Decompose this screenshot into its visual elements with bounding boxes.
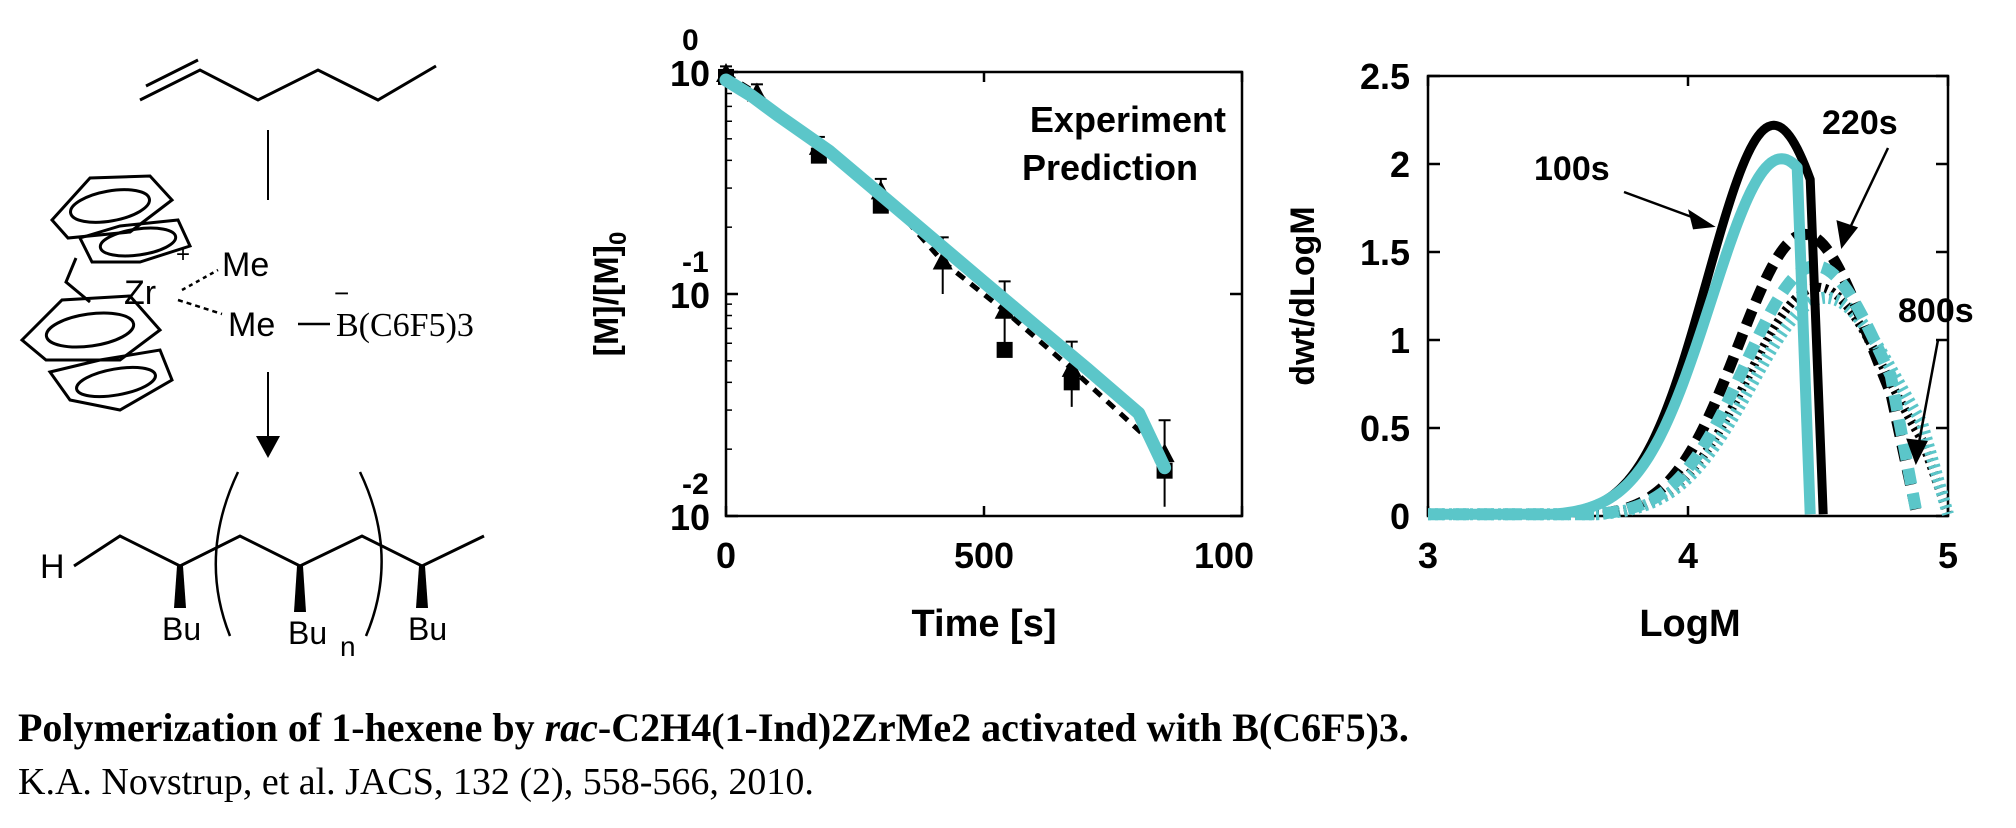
reaction-arrow-head bbox=[256, 436, 280, 458]
chart1-y-tick-exponent: -2 bbox=[682, 468, 709, 501]
arrow-220s bbox=[1846, 147, 1890, 233]
chart2-y-tick-label: 1.5 bbox=[1360, 232, 1410, 273]
reaction-scheme: Zr + Me Me − B(C6F5)3 H Bu Bu Bu n bbox=[19, 58, 485, 662]
chart2-x-ticks: 3 4 5 bbox=[1418, 76, 1958, 576]
chart1-triangle-point bbox=[1061, 357, 1082, 377]
chart1-square-point bbox=[1063, 374, 1080, 391]
caption-title: Polymerization of 1-hexene by rac-C2H4(1… bbox=[18, 704, 1409, 751]
chart-mwd: 3 4 5 0 0.5 1 1.5 2 2.5 100s 220s 800s LogM dwt… bbox=[1284, 56, 1974, 645]
n-subscript: n bbox=[340, 631, 356, 662]
chart1-x-tick-label: 100 bbox=[1194, 535, 1254, 576]
chart1-prediction-line bbox=[719, 73, 1172, 475]
zr-label: Zr bbox=[124, 274, 156, 312]
chart1-y-tick-exponent: -1 bbox=[682, 246, 709, 279]
hexene-chain bbox=[139, 64, 437, 102]
bracket-right bbox=[358, 471, 383, 637]
caption-title-post: -C2H4(1-Ind)2ZrMe2 activated with B(C6F5… bbox=[597, 705, 1409, 750]
arrow-800s-head bbox=[1906, 438, 1928, 466]
chart1-legend-experiment: Experiment bbox=[1030, 99, 1226, 140]
me-bottom-label: Me bbox=[228, 306, 275, 344]
zr-charge: + bbox=[176, 241, 190, 268]
chart1-prediction-series bbox=[719, 73, 1172, 475]
chart1-y-tick-label: 10 bbox=[670, 497, 710, 538]
chart2-y-ticks: 0 0.5 1 1.5 2 2.5 bbox=[1360, 56, 1948, 537]
indenyl-bottom bbox=[19, 294, 174, 412]
chart1-y-tick-label: 10 bbox=[670, 53, 710, 94]
hexene-double-bond bbox=[145, 58, 199, 88]
ethylene-bridge bbox=[64, 257, 91, 304]
chart2-series bbox=[1424, 120, 1954, 521]
chart1-y-tick-exponent: 0 bbox=[682, 24, 699, 57]
chart2-experiment-solid-curve bbox=[1426, 120, 1828, 519]
chart2-x-tick-label: 4 bbox=[1678, 535, 1698, 576]
chart1-square-point bbox=[996, 341, 1013, 358]
caption-reference: K.A. Novstrup, et al. JACS, 132 (2), 558… bbox=[18, 761, 814, 803]
annotation-100s: 100s bbox=[1534, 150, 1610, 188]
annotation-220s: 220s bbox=[1822, 104, 1898, 142]
wedge-bond-1 bbox=[174, 566, 186, 608]
chart2-experiment-dashed-curve bbox=[1425, 228, 1923, 520]
arrow-800s bbox=[1916, 339, 1940, 449]
borane-label: B(C6F5)3 bbox=[336, 307, 474, 344]
wedge-bond-3 bbox=[416, 566, 428, 608]
bracket-left bbox=[214, 471, 240, 637]
borane-charge: − bbox=[334, 278, 349, 308]
bu-label-1: Bu bbox=[162, 611, 201, 647]
arrow-220s-head bbox=[1836, 220, 1859, 250]
chart2-x-label: LogM bbox=[1639, 603, 1740, 645]
caption-title-rac: rac bbox=[544, 705, 598, 750]
polymer-chain bbox=[73, 534, 485, 568]
chart1-x-ticks: 0 500 100 bbox=[716, 72, 1254, 576]
chart1-y-label: [M]/[M]0 bbox=[588, 232, 632, 357]
chart2-x-tick-label: 5 bbox=[1938, 535, 1958, 576]
chart2-prediction-solid-curve bbox=[1425, 153, 1816, 520]
h-label: H bbox=[40, 548, 65, 586]
zr-me-bond-bottom bbox=[177, 298, 223, 316]
chart2-y-tick-label: 1 bbox=[1390, 320, 1410, 361]
annotation-800s: 800s bbox=[1898, 292, 1974, 330]
chart2-y-label: dwt/dLogM bbox=[1284, 206, 1322, 385]
chart2-y-tick-label: 0 bbox=[1390, 496, 1410, 537]
wedge-bond-2 bbox=[294, 566, 306, 612]
me-top-label: Me bbox=[222, 246, 269, 284]
arrow-100s-head bbox=[1688, 209, 1716, 230]
chart2-y-tick-label: 2.5 bbox=[1360, 56, 1410, 97]
chart2-x-tick-label: 3 bbox=[1418, 535, 1438, 576]
indenyl-top bbox=[49, 174, 193, 264]
chart2-y-tick-label: 0.5 bbox=[1360, 408, 1410, 449]
chart1-y-tick-label: 10 bbox=[670, 275, 710, 316]
bu-label-3: Bu bbox=[408, 611, 447, 647]
chart1-triangle-point bbox=[932, 250, 953, 270]
zr-me-bond-top bbox=[181, 268, 219, 292]
bu-label-2: Bu bbox=[288, 615, 327, 651]
arrow-100s bbox=[1623, 190, 1701, 222]
caption-title-pre: Polymerization of 1-hexene by bbox=[18, 705, 545, 750]
chart1-legend-prediction: Prediction bbox=[1022, 147, 1198, 188]
chart2-y-tick-label: 2 bbox=[1390, 144, 1410, 185]
chart1-x-tick-label: 500 bbox=[954, 535, 1014, 576]
chart1-x-label: Time [s] bbox=[911, 603, 1056, 645]
chart1-x-tick-label: 0 bbox=[716, 535, 736, 576]
chart1-triangle-point bbox=[994, 299, 1015, 319]
annotation-arrows bbox=[1623, 147, 1940, 466]
